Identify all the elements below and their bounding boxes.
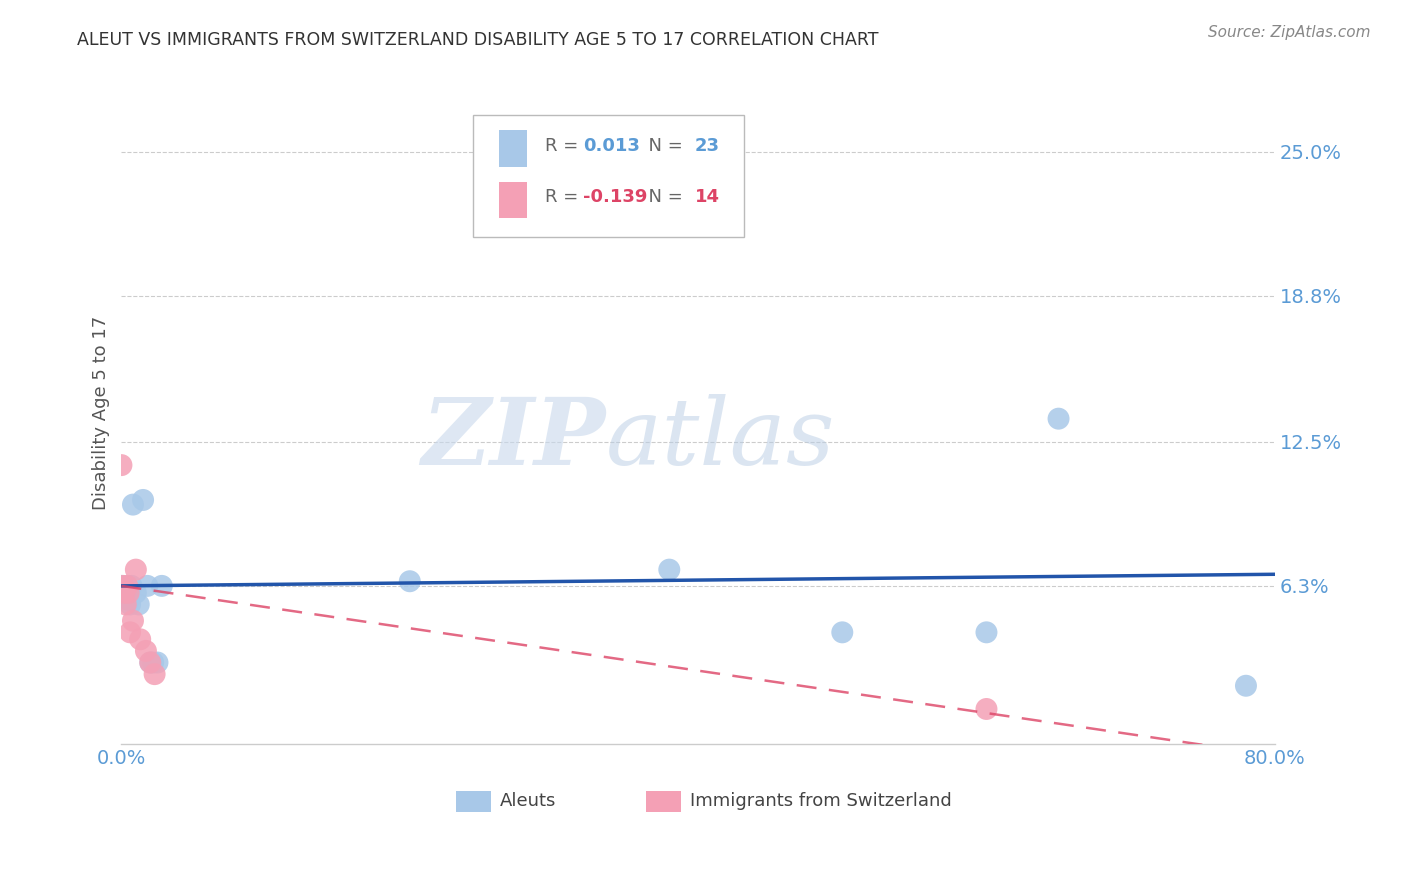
Point xyxy=(831,625,853,640)
Point xyxy=(115,579,138,593)
Point xyxy=(1047,411,1070,425)
Y-axis label: Disability Age 5 to 17: Disability Age 5 to 17 xyxy=(93,316,110,510)
Point xyxy=(110,579,132,593)
Point xyxy=(112,586,135,600)
Point xyxy=(139,656,162,670)
Point xyxy=(115,579,138,593)
Text: ZIP: ZIP xyxy=(422,394,606,484)
Text: N =: N = xyxy=(637,136,689,154)
Point xyxy=(120,598,142,612)
Text: atlas: atlas xyxy=(606,394,835,484)
Point xyxy=(121,579,143,593)
Point xyxy=(143,667,166,681)
Point xyxy=(118,592,141,607)
Text: R =: R = xyxy=(544,136,583,154)
Point xyxy=(398,574,420,589)
Point xyxy=(120,625,142,640)
Point xyxy=(128,598,150,612)
Point xyxy=(132,492,155,507)
Point xyxy=(135,644,157,658)
Point xyxy=(114,591,136,605)
Text: R =: R = xyxy=(544,188,583,206)
Point xyxy=(114,598,136,612)
Bar xyxy=(456,791,491,812)
Text: Immigrants from Switzerland: Immigrants from Switzerland xyxy=(690,792,952,811)
Bar xyxy=(499,182,527,218)
Point xyxy=(125,586,148,600)
Point xyxy=(658,563,681,577)
Point xyxy=(122,614,145,628)
Text: 14: 14 xyxy=(695,188,720,206)
Point xyxy=(142,656,165,670)
Point xyxy=(976,702,998,716)
Point xyxy=(129,632,152,647)
Point xyxy=(1234,679,1257,693)
Point xyxy=(139,656,162,670)
Point xyxy=(112,586,135,600)
Text: -0.139: -0.139 xyxy=(582,188,647,206)
Bar xyxy=(647,791,681,812)
Text: Source: ZipAtlas.com: Source: ZipAtlas.com xyxy=(1208,25,1371,40)
Point xyxy=(146,656,169,670)
Bar xyxy=(499,130,527,167)
Point xyxy=(118,586,141,600)
Point xyxy=(111,579,134,593)
Text: ALEUT VS IMMIGRANTS FROM SWITZERLAND DISABILITY AGE 5 TO 17 CORRELATION CHART: ALEUT VS IMMIGRANTS FROM SWITZERLAND DIS… xyxy=(77,31,879,49)
Text: 23: 23 xyxy=(695,136,720,154)
Point xyxy=(125,563,148,577)
Point xyxy=(136,579,159,593)
Text: N =: N = xyxy=(637,188,689,206)
Point xyxy=(150,579,173,593)
Text: 0.013: 0.013 xyxy=(582,136,640,154)
Point xyxy=(110,458,132,472)
Text: Aleuts: Aleuts xyxy=(499,792,557,811)
Point xyxy=(976,625,998,640)
FancyBboxPatch shape xyxy=(474,115,744,237)
Point xyxy=(122,498,145,512)
Point xyxy=(111,581,134,595)
